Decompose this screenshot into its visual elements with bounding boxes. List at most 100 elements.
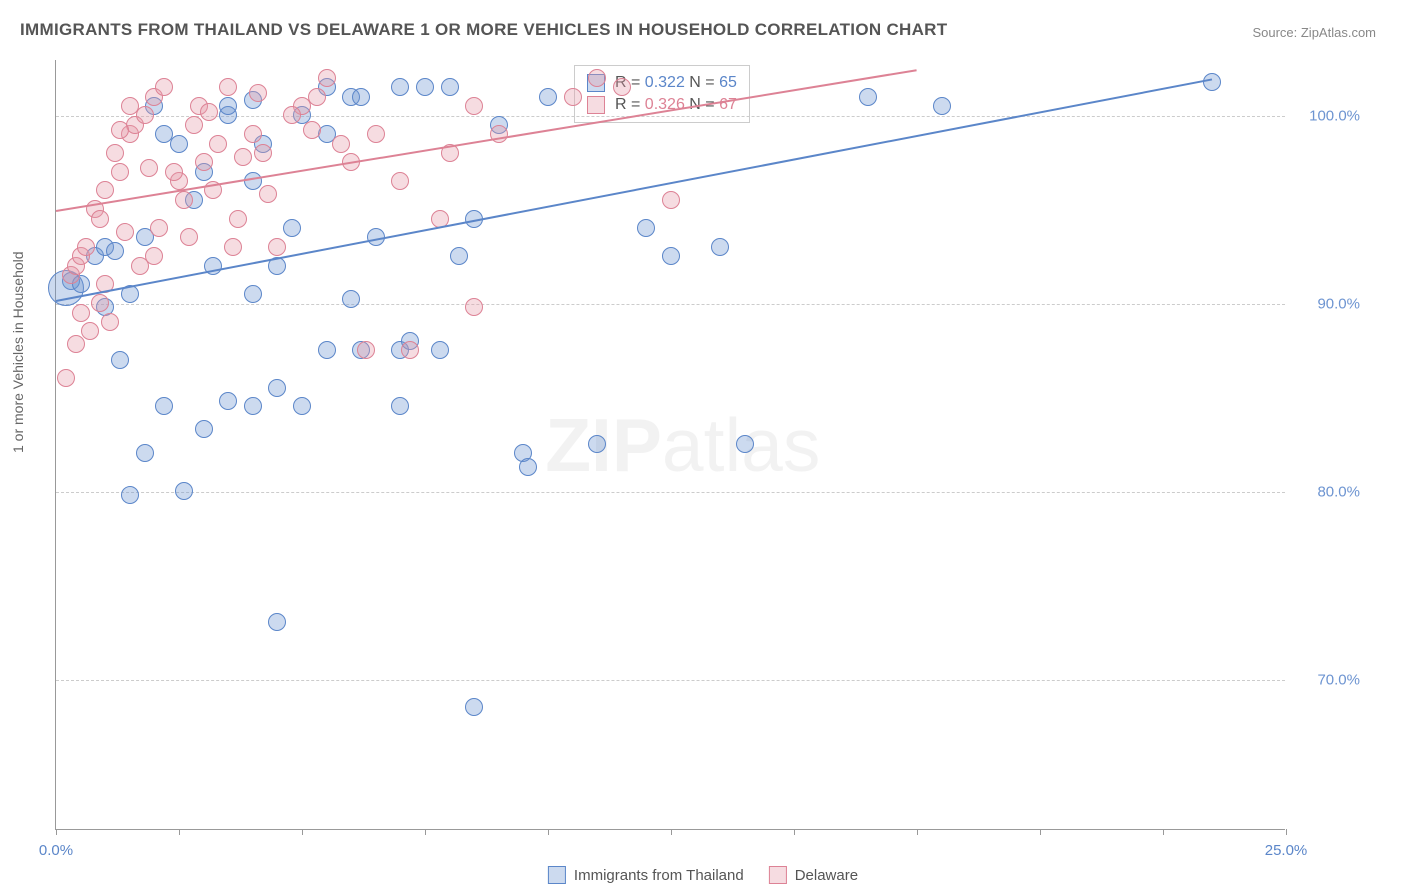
legend-swatch xyxy=(548,866,566,884)
x-tick xyxy=(794,829,795,835)
scatter-point xyxy=(465,698,483,716)
scatter-point xyxy=(259,185,277,203)
scatter-point xyxy=(175,482,193,500)
y-tick-label: 90.0% xyxy=(1317,296,1360,313)
scatter-point xyxy=(77,238,95,256)
y-tick-label: 100.0% xyxy=(1309,108,1360,125)
gridline xyxy=(56,116,1285,117)
scatter-point xyxy=(121,486,139,504)
scatter-point xyxy=(519,458,537,476)
scatter-point xyxy=(249,84,267,102)
y-tick-label: 70.0% xyxy=(1317,671,1360,688)
legend-label: Delaware xyxy=(795,867,858,884)
scatter-point xyxy=(401,341,419,359)
legend-item: Immigrants from Thailand xyxy=(548,866,744,884)
scatter-point xyxy=(57,369,75,387)
scatter-point xyxy=(219,97,237,115)
scatter-point xyxy=(268,238,286,256)
scatter-point xyxy=(195,153,213,171)
scatter-point xyxy=(165,163,183,181)
scatter-point xyxy=(539,88,557,106)
x-tick xyxy=(302,829,303,835)
scatter-point xyxy=(244,285,262,303)
scatter-point xyxy=(96,181,114,199)
y-tick-label: 80.0% xyxy=(1317,483,1360,500)
scatter-point xyxy=(229,210,247,228)
gridline xyxy=(56,304,1285,305)
gridline xyxy=(56,680,1285,681)
x-tick-label: 25.0% xyxy=(1265,842,1308,859)
x-tick xyxy=(1286,829,1287,835)
stat-r-label: R = 0.322 N = 65 xyxy=(615,74,737,92)
scatter-point xyxy=(91,210,109,228)
scatter-point xyxy=(859,88,877,106)
scatter-point xyxy=(588,435,606,453)
legend-label: Immigrants from Thailand xyxy=(574,867,744,884)
scatter-point xyxy=(219,78,237,96)
y-axis-label: 1 or more Vehicles in Household xyxy=(10,251,26,453)
scatter-point xyxy=(588,69,606,87)
scatter-point xyxy=(416,78,434,96)
legend-swatch xyxy=(769,866,787,884)
scatter-point xyxy=(450,247,468,265)
scatter-point xyxy=(185,116,203,134)
scatter-point xyxy=(283,106,301,124)
scatter-point xyxy=(391,172,409,190)
x-tick xyxy=(179,829,180,835)
x-tick-label: 0.0% xyxy=(39,842,73,859)
scatter-point xyxy=(662,247,680,265)
scatter-point xyxy=(933,97,951,115)
scatter-point xyxy=(352,88,370,106)
x-tick xyxy=(1163,829,1164,835)
scatter-point xyxy=(431,341,449,359)
scatter-point xyxy=(111,121,129,139)
scatter-point xyxy=(101,313,119,331)
scatter-point xyxy=(268,613,286,631)
scatter-point xyxy=(244,125,262,143)
plot-area: ZIPatlas R = 0.322 N = 65R = 0.326 N = 6… xyxy=(55,60,1285,830)
scatter-point xyxy=(145,247,163,265)
scatter-point xyxy=(293,397,311,415)
legend: Immigrants from Thailand Delaware xyxy=(548,866,858,884)
scatter-point xyxy=(72,304,90,322)
scatter-point xyxy=(170,135,188,153)
scatter-point xyxy=(441,78,459,96)
scatter-point xyxy=(224,238,242,256)
scatter-point xyxy=(303,121,321,139)
scatter-point xyxy=(106,242,124,260)
scatter-point xyxy=(136,444,154,462)
scatter-point xyxy=(391,78,409,96)
scatter-point xyxy=(244,172,262,190)
scatter-point xyxy=(736,435,754,453)
scatter-point xyxy=(81,322,99,340)
scatter-point xyxy=(564,88,582,106)
scatter-point xyxy=(244,397,262,415)
scatter-point xyxy=(342,290,360,308)
scatter-point xyxy=(150,219,168,237)
scatter-point xyxy=(200,103,218,121)
x-tick xyxy=(425,829,426,835)
x-tick xyxy=(1040,829,1041,835)
scatter-point xyxy=(140,159,158,177)
scatter-point xyxy=(318,69,336,87)
chart-title: IMMIGRANTS FROM THAILAND VS DELAWARE 1 O… xyxy=(20,20,947,40)
scatter-point xyxy=(465,298,483,316)
scatter-point xyxy=(254,144,272,162)
scatter-point xyxy=(711,238,729,256)
scatter-point xyxy=(219,392,237,410)
watermark: ZIPatlas xyxy=(545,402,820,488)
scatter-point xyxy=(268,379,286,397)
scatter-point xyxy=(175,191,193,209)
scatter-point xyxy=(391,397,409,415)
scatter-point xyxy=(613,78,631,96)
scatter-point xyxy=(91,294,109,312)
scatter-point xyxy=(67,335,85,353)
scatter-point xyxy=(465,97,483,115)
stat-row: R = 0.322 N = 65 xyxy=(587,72,737,94)
x-tick xyxy=(917,829,918,835)
scatter-point xyxy=(121,97,139,115)
scatter-point xyxy=(367,125,385,143)
x-tick xyxy=(548,829,549,835)
x-tick xyxy=(56,829,57,835)
scatter-point xyxy=(234,148,252,166)
